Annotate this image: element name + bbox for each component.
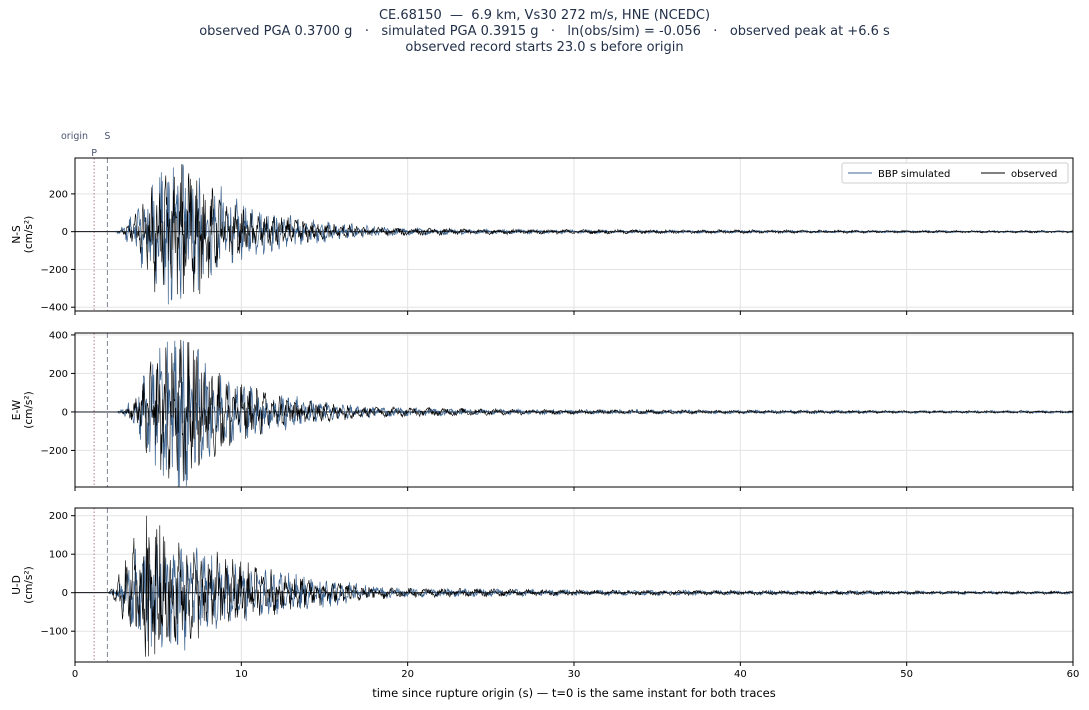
p-label: P xyxy=(91,148,97,159)
y-tick-label: 100 xyxy=(49,550,68,561)
y-axis-label-line: (cm/s²) xyxy=(23,391,35,428)
y-tick-label: −200 xyxy=(41,265,68,276)
s-label: S xyxy=(104,131,110,142)
trace-observed xyxy=(75,339,1073,482)
y-axis-label: U-D(cm/s²) xyxy=(11,566,35,603)
legend-label-simulated: BBP simulated xyxy=(878,169,950,180)
trace-observed xyxy=(75,164,1073,295)
x-tick-label: 30 xyxy=(568,669,581,680)
y-tick-label: −200 xyxy=(41,446,68,457)
trace-observed xyxy=(75,515,1073,657)
x-tick-label: 0 xyxy=(72,669,78,680)
chart-title: CE.68150 — 6.9 km, Vs30 272 m/s, HNE (NC… xyxy=(0,8,1089,56)
y-tick-label: 200 xyxy=(49,189,68,200)
x-tick-label: 20 xyxy=(401,669,414,680)
x-tick-label: 50 xyxy=(900,669,913,680)
y-tick-label: 200 xyxy=(49,369,68,380)
y-tick-label: 200 xyxy=(49,511,68,522)
trace-simulated xyxy=(75,164,1073,305)
origin-label: origin xyxy=(61,131,88,142)
y-axis-label: N-S(cm/s²) xyxy=(11,216,35,253)
y-tick-label: −400 xyxy=(41,303,68,314)
x-tick-label: 60 xyxy=(1067,669,1080,680)
panel-ns: −400 −200 0 200 N-S(cm/s²) BBP simulated obser… xyxy=(11,157,1074,315)
title-line-2: observed PGA 0.3700 g · simulated PGA 0.… xyxy=(199,24,890,39)
legend-label-observed: observed xyxy=(1011,169,1057,180)
y-axis-label-line: (cm/s²) xyxy=(23,566,35,603)
panel-ew: −200 0 200 400 E-W(cm/s²) xyxy=(11,330,1074,491)
y-tick-label: 0 xyxy=(62,227,68,238)
legend: BBP simulated observed xyxy=(841,162,1069,184)
legend-box xyxy=(841,162,1069,184)
y-axis-label-line: (cm/s²) xyxy=(23,216,35,253)
title-line-1: CE.68150 — 6.9 km, Vs30 272 m/s, HNE (NC… xyxy=(378,8,711,23)
y-axis-label-line: U-D xyxy=(11,575,23,595)
panel-ud: −100 0 100 200 0 10 20 30 40 50 60 U-D(cm/s²) xyxy=(11,507,1080,680)
title-line-3: observed record starts 23.0 s before ori… xyxy=(405,40,684,55)
y-axis-label-line: E-W xyxy=(11,399,23,420)
y-tick-label: −100 xyxy=(41,627,68,638)
y-tick-label: 0 xyxy=(62,588,68,599)
y-axis-label: E-W(cm/s²) xyxy=(11,391,35,428)
y-tick-label: 0 xyxy=(62,407,68,418)
x-axis-label: time since rupture origin (s) — t=0 is t… xyxy=(372,686,776,700)
x-tick-label: 10 xyxy=(235,669,248,680)
x-tick-label: 40 xyxy=(734,669,747,680)
y-tick-label: 400 xyxy=(49,330,68,341)
y-axis-label-line: N-S xyxy=(11,225,23,244)
